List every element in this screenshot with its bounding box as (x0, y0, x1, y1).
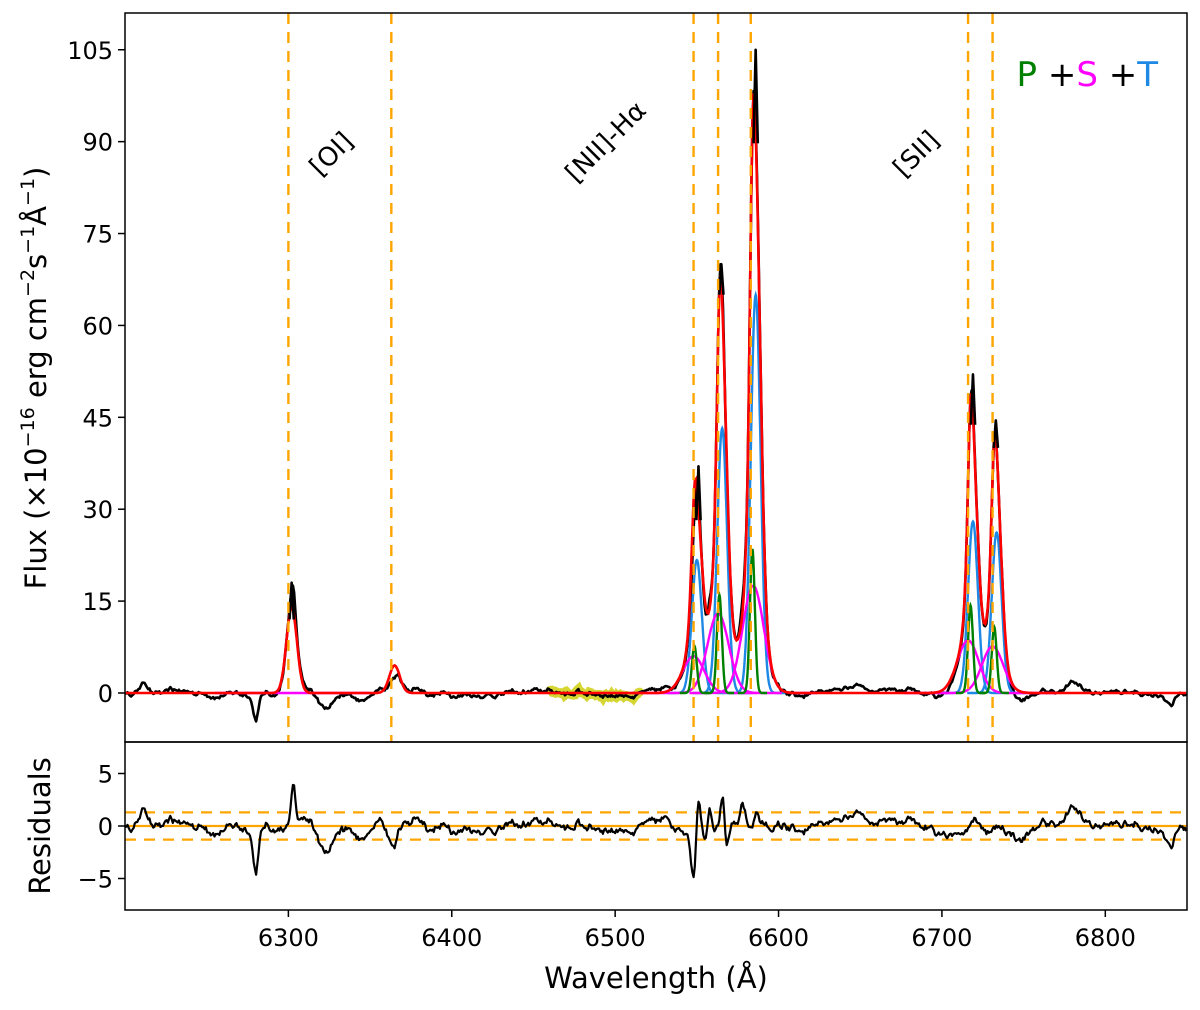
primary-component-1 (704, 590, 735, 695)
x-axis-label: Wavelength (Å) (544, 961, 768, 995)
legend: P +S +T (1017, 55, 1159, 95)
main-y-tick-label-2: 30 (82, 496, 113, 524)
observed-peak-1 (695, 465, 702, 521)
main-y-tick-label-1: 15 (82, 588, 113, 616)
residuals-lines-layer (124, 783, 1188, 879)
observed-peak-5 (992, 419, 1000, 448)
legend-p: P (1017, 55, 1038, 95)
legend-text: P +S +T (1017, 55, 1159, 95)
residuals-y-tick-label-0: −5 (78, 866, 113, 894)
residuals-y-axis-label: Residuals (23, 757, 57, 895)
x-tick-label-0: 6300 (258, 924, 319, 952)
main-panel: 0 15 30 45 60 75 90 105 [OI] [NII]-Hα [SII] P +… (17, 12, 1188, 743)
main-plot-frame (124, 12, 1188, 743)
main-y-axis: 0 15 30 45 60 75 90 105 (67, 37, 125, 708)
main-lines-layer (124, 48, 1188, 723)
x-tick-label-3: 6600 (748, 924, 809, 952)
x-tick-label-2: 6500 (585, 924, 646, 952)
residuals-y-tick-label-1: 0 (98, 813, 113, 841)
observed-peak-2 (717, 262, 725, 295)
residuals-y-axis: −5 0 5 (78, 761, 125, 894)
legend-plus-2: + (1098, 55, 1137, 95)
legend-t: T (1136, 55, 1158, 95)
main-y-tick-label-0: 0 (98, 680, 113, 708)
x-tick-label-5: 6800 (1075, 924, 1136, 952)
residuals-y-tick-label-2: 5 (98, 761, 113, 789)
observed-peak-0 (288, 581, 296, 620)
legend-s: S (1076, 55, 1098, 95)
primary-component-4 (979, 623, 1009, 695)
x-tick-label-1: 6400 (421, 924, 482, 952)
main-y-tick-label-7: 105 (67, 37, 113, 65)
observed-peak-4 (969, 373, 977, 425)
residuals-line (124, 783, 1188, 879)
primary-component-2 (737, 548, 768, 695)
observed-peak-3 (752, 48, 760, 144)
observed-spectrum-line (124, 89, 1188, 723)
main-y-tick-label-4: 60 (82, 312, 113, 340)
line-label-nii-halpha: [NII]-Hα (560, 96, 653, 189)
main-marker-layer (287, 13, 994, 742)
line-label-sii: [SII] (888, 125, 946, 183)
main-y-tick-label-5: 75 (82, 221, 113, 249)
residuals-panel: −505 6300 6400 6500 6600 6700 6800 Residuals … (23, 741, 1188, 995)
x-tick-label-4: 6700 (911, 924, 972, 952)
main-y-axis-label: Flux (×10−16 erg cm−2s−1Å−1) (17, 167, 53, 590)
line-label-oi: [OI] (304, 127, 359, 182)
total-fit-line (125, 93, 1187, 695)
x-axis: 6300 6400 6500 6600 6700 6800 (258, 910, 1136, 952)
main-y-tick-label-3: 45 (82, 404, 113, 432)
legend-plus-1: + (1037, 55, 1076, 95)
main-y-tick-label-6: 90 (82, 129, 113, 157)
